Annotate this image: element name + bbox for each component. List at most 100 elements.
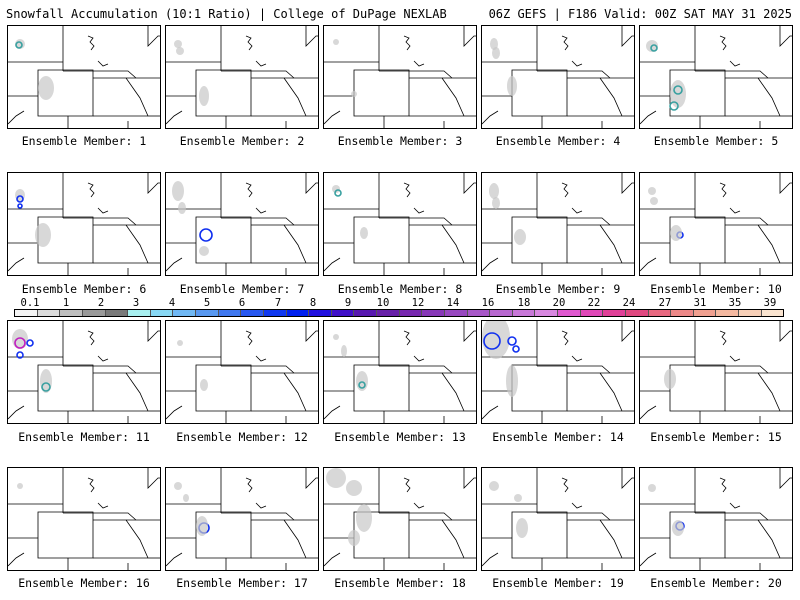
member-caption: Ensemble Member: 3 [337, 134, 463, 148]
river-boundary [757, 372, 781, 412]
state-boundary [621, 468, 634, 489]
colorbar-tick-label: 7 [274, 297, 282, 309]
snow-area-heavy [41, 382, 51, 392]
state-boundary [305, 26, 318, 47]
snow-area-light [12, 329, 28, 349]
member-caption: Ensemble Member: 7 [179, 282, 305, 296]
colorbar-swatch [467, 310, 491, 316]
coastline [8, 405, 25, 420]
river-line [729, 207, 741, 214]
snow-area-heavy [26, 339, 34, 347]
colorbar-swatch [671, 310, 694, 316]
colorbar-swatch [309, 310, 332, 316]
coastline [166, 552, 183, 567]
ensemble-member-map [323, 172, 477, 276]
coastline [482, 257, 499, 272]
colorbar-swatch [422, 310, 445, 316]
colorbar-tick-label: 9 [344, 297, 352, 309]
river-line [413, 502, 425, 509]
snow-area-light [333, 39, 339, 45]
snow-area-light [17, 483, 23, 489]
map-title: Snowfall Accumulation (10:1 Ratio) | Col… [6, 7, 447, 21]
colorbar-swatch [263, 310, 287, 316]
colorbar-tick-label: 27 [658, 297, 672, 309]
snow-area-heavy [14, 337, 26, 349]
member-map-svg [8, 321, 160, 423]
member-caption: Ensemble Member: 19 [492, 576, 624, 590]
snow-area-heavy [358, 381, 366, 389]
state-boundary [63, 512, 137, 521]
colorbar-swatch [580, 310, 604, 316]
river-line [87, 35, 95, 51]
river-line [255, 207, 267, 214]
state-boundary [147, 468, 160, 489]
colorbar-tick-label: 8 [309, 297, 317, 309]
colorbar-tick-label: 20 [552, 297, 566, 309]
colorbar-tick-label: 6 [238, 297, 246, 309]
state-boundary [779, 173, 792, 194]
snow-area-light [196, 516, 208, 536]
river-line [719, 477, 727, 493]
snow-area-light [489, 183, 499, 199]
colorbar-swatch [444, 310, 468, 316]
river-boundary [757, 224, 781, 264]
ensemble-member-map [639, 467, 793, 571]
member-map-svg [482, 468, 634, 570]
state-boundary [463, 321, 476, 342]
snow-area-heavy [673, 85, 683, 95]
colorbar-swatch [105, 310, 129, 316]
river-line [561, 477, 569, 493]
river-line [87, 182, 95, 198]
snow-area-light [514, 494, 522, 502]
valid-time-label: 06Z GEFS | F186 Valid: 00Z SAT MAY 31 20… [488, 7, 792, 21]
colorbar-swatch [241, 310, 264, 316]
state-boundary [695, 70, 769, 79]
coastline [324, 257, 341, 272]
state-boundary [305, 468, 318, 489]
snow-area-light [506, 365, 518, 397]
colorbar-swatch [150, 310, 174, 316]
colorbar-tick-label: 4 [168, 297, 176, 309]
river-boundary [599, 372, 623, 412]
colorbar-tick-label: 18 [517, 297, 531, 309]
river-line [571, 502, 583, 509]
river-boundary [441, 224, 465, 264]
coastline [8, 110, 25, 125]
member-map-svg [324, 173, 476, 275]
member-caption: Ensemble Member: 5 [653, 134, 779, 148]
river-line [97, 355, 109, 362]
colorbar-swatch [82, 310, 106, 316]
snowfall-colorbar [14, 309, 784, 317]
snow-area-heavy [650, 44, 658, 52]
member-map-svg [324, 468, 476, 570]
colorbar-swatch [716, 310, 739, 316]
snow-area-light [178, 202, 186, 214]
snow-area-light [332, 185, 340, 193]
river-line [403, 477, 411, 493]
river-line [403, 182, 411, 198]
river-line [403, 330, 411, 346]
ensemble-member-map [481, 172, 635, 276]
colorbar-tick-label: 31 [693, 297, 707, 309]
member-map-svg [8, 26, 160, 128]
ensemble-member-map [323, 320, 477, 424]
snow-area-light [664, 369, 676, 389]
river-boundary [283, 224, 307, 264]
ensemble-member-map [639, 320, 793, 424]
ensemble-member-map [165, 25, 319, 129]
state-boundary [37, 511, 94, 559]
colorbar-tick-label: 5 [203, 297, 211, 309]
state-boundary [63, 217, 137, 226]
member-map-svg [324, 321, 476, 423]
colorbar-swatch [128, 310, 151, 316]
colorbar-tick-label: 1 [62, 297, 70, 309]
river-boundary [125, 519, 149, 559]
ensemble-member-map [481, 320, 635, 424]
member-caption: Ensemble Member: 17 [176, 576, 308, 590]
coastline [640, 257, 657, 272]
state-boundary [353, 69, 410, 117]
state-boundary [63, 70, 137, 79]
member-caption: Ensemble Member: 1 [21, 134, 147, 148]
colorbar-tick-label: 2 [97, 297, 105, 309]
ensemble-member-map [7, 320, 161, 424]
